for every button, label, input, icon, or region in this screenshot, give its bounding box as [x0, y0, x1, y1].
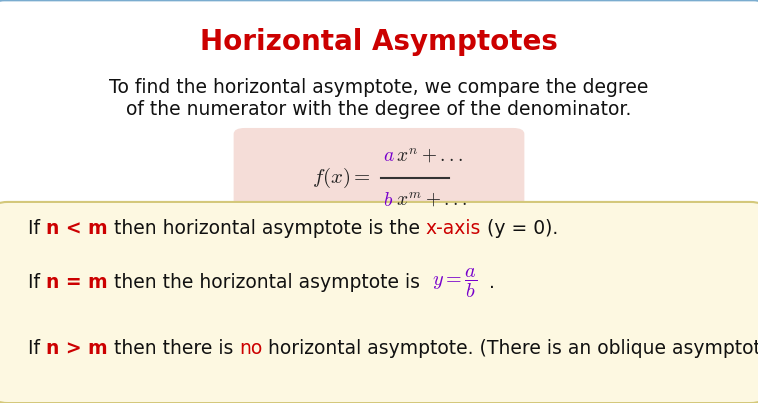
Text: $\mathit{b}$: $\mathit{b}$ — [383, 191, 393, 210]
Text: $x^{n}+...$: $x^{n}+...$ — [396, 146, 463, 165]
Text: If: If — [28, 274, 46, 293]
Text: $f(x)=$: $f(x)=$ — [312, 166, 371, 190]
Text: If: If — [28, 218, 46, 237]
Text: x-axis: x-axis — [426, 218, 481, 237]
Text: Horizontal Asymptotes: Horizontal Asymptotes — [200, 28, 558, 56]
Text: n > m: n > m — [46, 339, 108, 357]
Text: If: If — [28, 339, 46, 357]
Text: $x^{m}+...$: $x^{m}+...$ — [396, 191, 467, 210]
Text: $y=\dfrac{a}{b}$: $y=\dfrac{a}{b}$ — [431, 266, 477, 300]
Text: To find the horizontal asymptote, we compare the degree: To find the horizontal asymptote, we com… — [109, 78, 649, 97]
Text: then the horizontal asymptote is: then the horizontal asymptote is — [108, 274, 431, 293]
Text: then there is: then there is — [108, 339, 239, 357]
Text: n < m: n < m — [46, 218, 108, 237]
Text: of the numerator with the degree of the denominator.: of the numerator with the degree of the … — [127, 100, 631, 119]
Text: $\mathit{a}$: $\mathit{a}$ — [383, 146, 395, 165]
Text: horizontal asymptote. (There is an oblique asymptote.): horizontal asymptote. (There is an obliq… — [262, 339, 758, 357]
Text: .: . — [477, 274, 495, 293]
FancyBboxPatch shape — [233, 128, 525, 228]
Text: then horizontal asymptote is the: then horizontal asymptote is the — [108, 218, 426, 237]
Text: (y = 0).: (y = 0). — [481, 218, 558, 237]
Text: no: no — [239, 339, 262, 357]
FancyBboxPatch shape — [0, 202, 758, 403]
Text: n = m: n = m — [46, 274, 108, 293]
